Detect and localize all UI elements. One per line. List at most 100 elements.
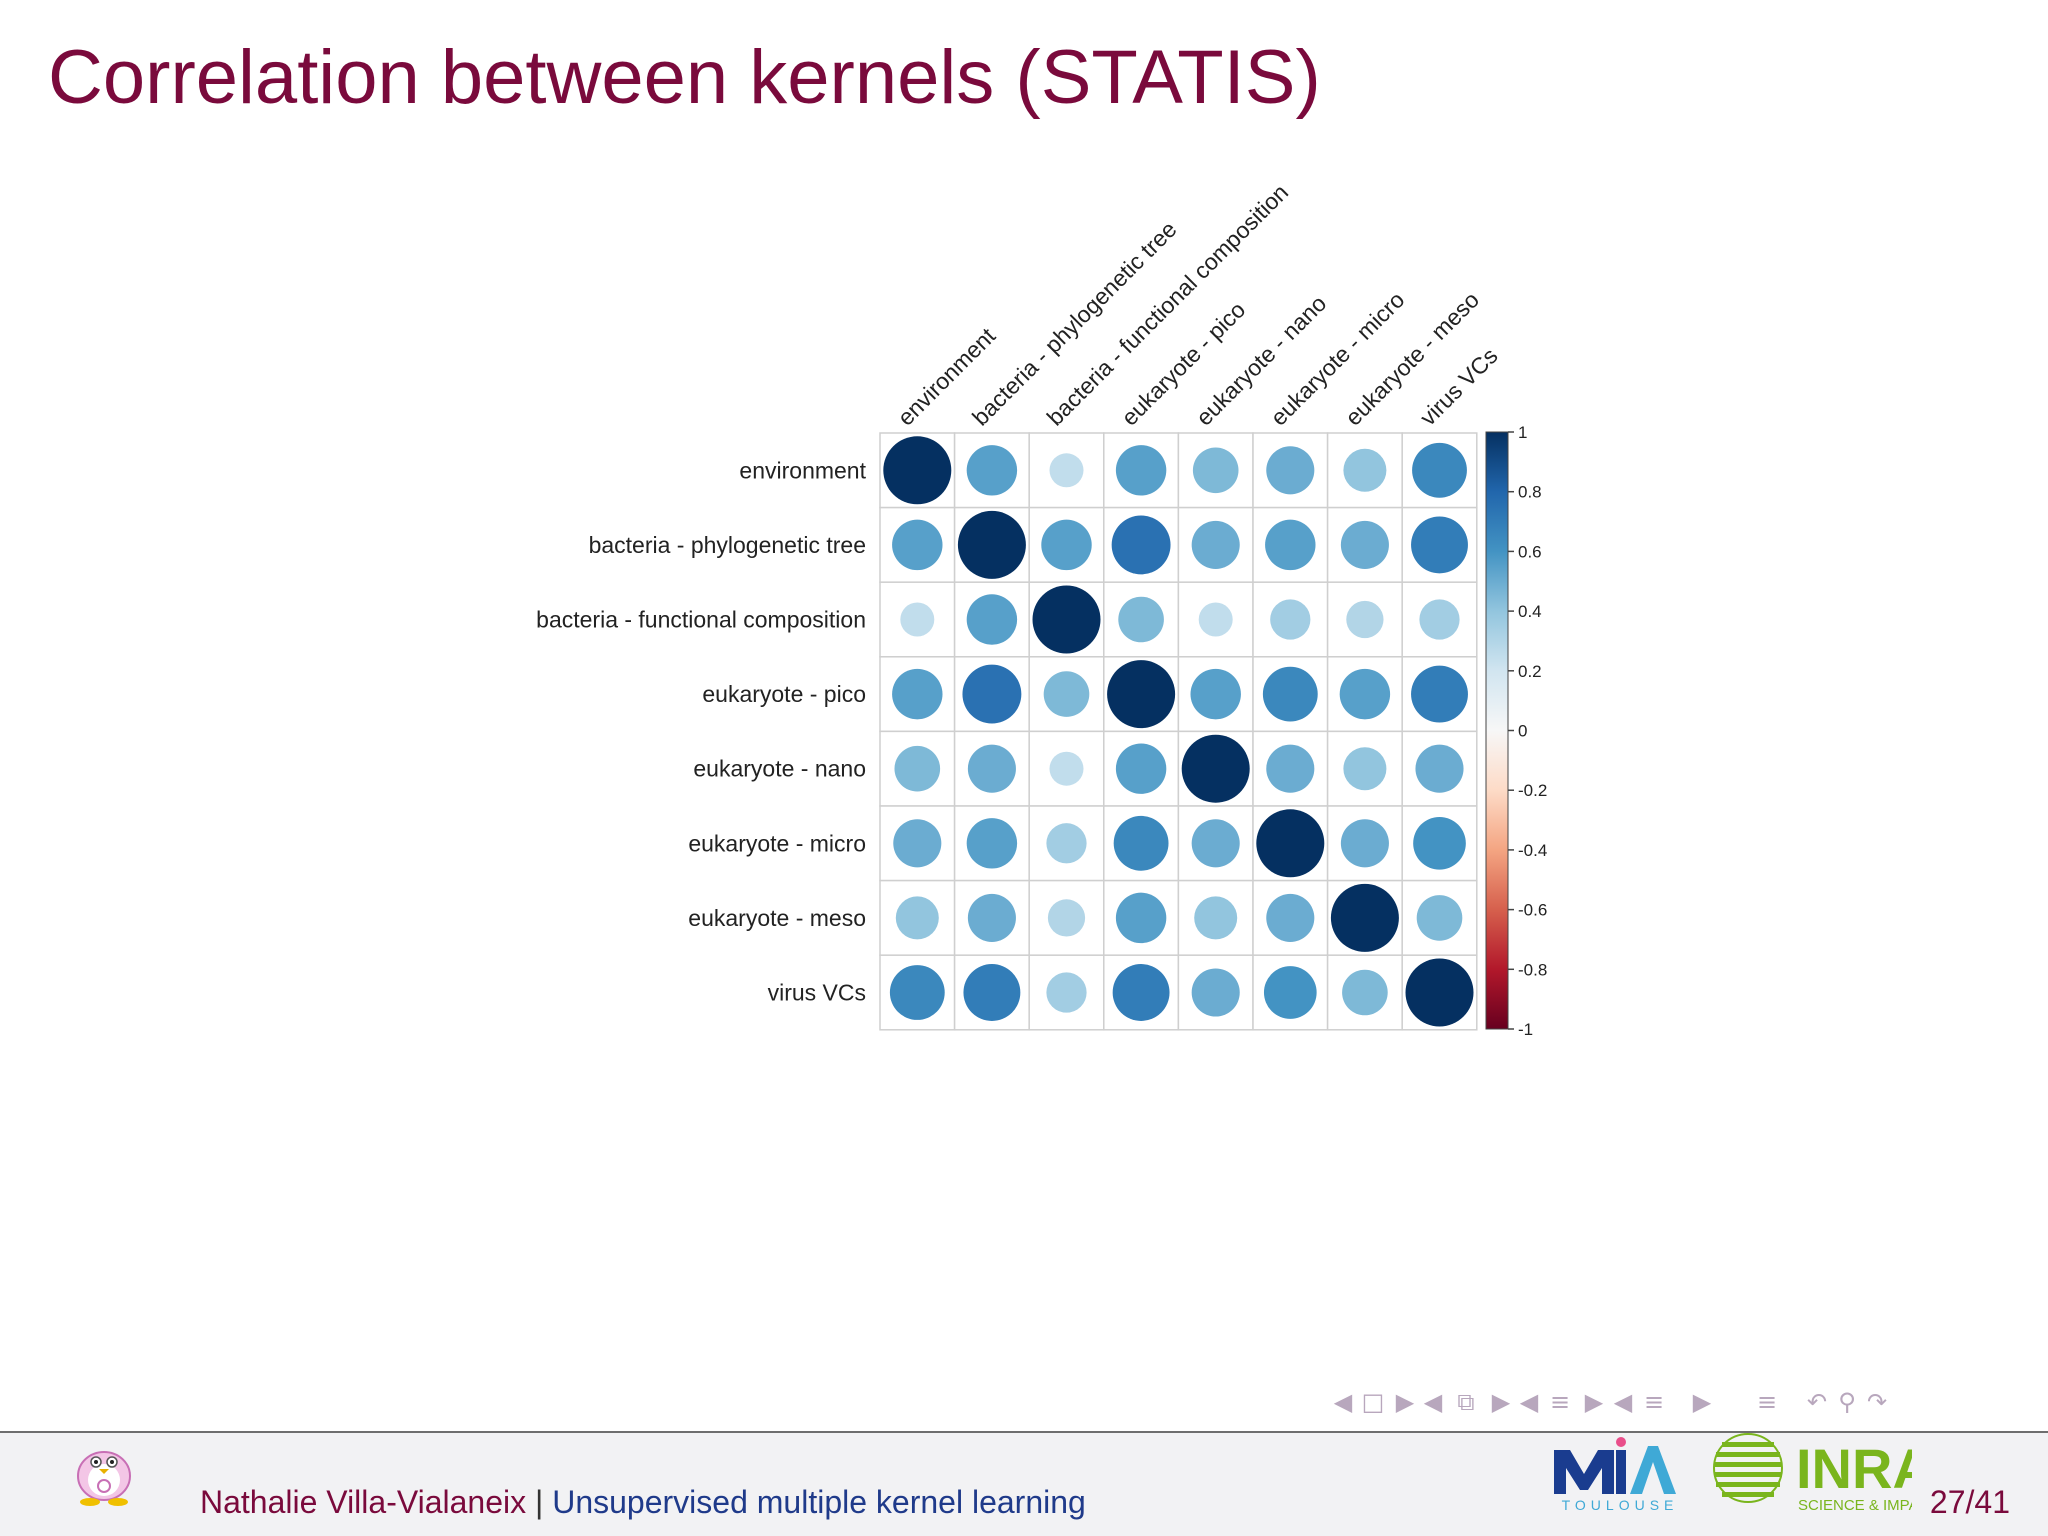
correlation-circle — [1415, 744, 1464, 793]
correlation-circle — [1181, 734, 1250, 803]
scale-tick-label: 0 — [1518, 722, 1527, 741]
column-label: eukaryote - nano — [1191, 290, 1331, 430]
correlation-circle — [1194, 896, 1238, 940]
correlation-circle — [1256, 809, 1325, 878]
correlation-circle — [967, 893, 1016, 942]
correlation-circle — [1342, 969, 1388, 1016]
correlation-circle — [1405, 958, 1474, 1027]
search-icon[interactable]: ⚲ — [1838, 1388, 1856, 1416]
correlation-circle — [1115, 445, 1167, 496]
correlation-plot: environment bacteria - phylogenetic tree b… — [536, 179, 1547, 1039]
scale-tick-label: 0.6 — [1518, 542, 1542, 561]
correlation-circle — [1411, 665, 1468, 723]
frame-icon[interactable]: □ — [1361, 1388, 1385, 1416]
correlation-circle — [1343, 448, 1387, 492]
footer-caption: Nathalie Villa-Vialaneix | Unsupervised … — [200, 1484, 1086, 1521]
correlation-circle — [1346, 600, 1384, 639]
undo-icon[interactable]: ↶ — [1806, 1388, 1828, 1416]
scale-tick-label: 0.4 — [1518, 602, 1542, 621]
correlation-circle — [1041, 519, 1092, 571]
row-label: eukaryote - nano — [693, 756, 866, 782]
correlation-circle — [962, 664, 1022, 724]
correlation-circle — [1191, 520, 1240, 569]
row-label: environment — [739, 457, 866, 483]
correlation-circle — [1340, 819, 1389, 868]
row-label: eukaryote - pico — [702, 681, 866, 707]
correlation-circle — [892, 668, 943, 720]
correlation-circle — [894, 745, 941, 792]
correlation-circle — [1416, 895, 1463, 941]
correlation-circle — [1192, 447, 1239, 494]
correlation-circle — [893, 819, 942, 868]
scale-tick-label: -0.2 — [1518, 781, 1547, 800]
correlation-circle — [1049, 751, 1084, 786]
arrow-right-icon[interactable]: ▶ — [1491, 1388, 1511, 1416]
row-label: bacteria - phylogenetic tree — [589, 532, 866, 558]
color-scale-bar — [1485, 431, 1509, 1030]
color-scale: 1 0.8 0.6 0.4 0.2 0 -0.2 -0.4 -0.6 -0.8 -1 — [1485, 423, 1547, 1039]
scale-tick-label: -0.4 — [1518, 841, 1547, 860]
scale-tick-label: -0.8 — [1518, 960, 1547, 979]
footer-bar — [0, 1431, 2048, 1536]
correlation-circle — [889, 965, 945, 1020]
slide-title: Correlation between kernels (STATIS) — [48, 35, 1321, 120]
inra-subtext: SCIENCE & IMPACT — [1798, 1497, 1912, 1514]
redo-icon[interactable]: ↷ — [1866, 1388, 1888, 1416]
correlation-circle — [1330, 883, 1399, 952]
correlation-circle — [1270, 599, 1311, 640]
footer-author: Nathalie Villa-Vialaneix — [200, 1484, 527, 1520]
arrow-right-icon[interactable]: ▶ — [1395, 1388, 1415, 1416]
mia-subtext: TOULOUSE — [1562, 1497, 1679, 1512]
subsection-icon[interactable]: ≡ — [1643, 1388, 1665, 1416]
arrow-right-icon[interactable]: ▶ — [1584, 1388, 1604, 1416]
correlation-circle — [1198, 602, 1233, 637]
arrow-left-icon[interactable]: ◀ — [1519, 1388, 1539, 1416]
correlation-circle — [966, 445, 1018, 496]
correlation-circle — [1118, 596, 1164, 643]
footer-talk-title: Unsupervised multiple kernel learning — [552, 1484, 1086, 1520]
correlation-circle — [1032, 585, 1101, 654]
frames-icon[interactable]: ⧉ — [1457, 1388, 1475, 1416]
correlation-circle — [1049, 453, 1084, 488]
correlation-circle — [1191, 819, 1240, 868]
correlation-circle — [1266, 893, 1315, 942]
correlation-circle — [1419, 599, 1460, 640]
correlation-circle — [957, 510, 1026, 579]
arrow-left-icon[interactable]: ◀ — [1423, 1388, 1443, 1416]
correlation-circle — [1047, 899, 1086, 937]
arrow-left-icon[interactable]: ◀ — [1613, 1388, 1633, 1416]
row-label: virus VCs — [768, 980, 866, 1006]
correlation-circle — [1046, 972, 1087, 1013]
column-label: eukaryote - meso — [1340, 286, 1484, 430]
mia-toulouse-logo: TOULOUSE — [1554, 1437, 1679, 1512]
footer-separator: | — [535, 1484, 544, 1520]
arrow-left-icon[interactable]: ◀ — [1333, 1388, 1353, 1416]
plot-circles — [883, 436, 1474, 1027]
correlation-circle — [1412, 442, 1467, 498]
correlation-circle — [1107, 660, 1176, 729]
correlation-circle — [1343, 747, 1387, 791]
column-label: eukaryote - micro — [1265, 287, 1409, 431]
correlation-circle — [1111, 515, 1171, 575]
correlation-circle — [1043, 671, 1090, 717]
correlation-circle — [1112, 964, 1170, 1021]
correlation-circle — [1265, 519, 1316, 571]
correlation-circle — [1262, 666, 1318, 722]
correlation-circle — [1263, 966, 1317, 1019]
correlation-circle — [1413, 816, 1466, 870]
scale-tick-label: 0.8 — [1518, 483, 1542, 502]
grid-cell — [1326, 581, 1403, 658]
correlation-circle — [967, 744, 1016, 793]
inra-wordmark: INRA — [1796, 1437, 1912, 1500]
align-icon[interactable]: ≡ — [1756, 1388, 1778, 1416]
correlation-circle — [895, 896, 939, 940]
correlation-circle — [1340, 520, 1389, 569]
scale-tick-label: -0.6 — [1518, 901, 1547, 920]
correlation-circle — [1113, 815, 1169, 871]
section-icon[interactable]: ≡ — [1549, 1388, 1571, 1416]
correlation-circle — [1411, 516, 1468, 574]
correlation-circle — [1339, 668, 1391, 720]
arrow-right-icon[interactable]: ▶ — [1692, 1388, 1712, 1416]
row-label: eukaryote - micro — [688, 830, 866, 856]
